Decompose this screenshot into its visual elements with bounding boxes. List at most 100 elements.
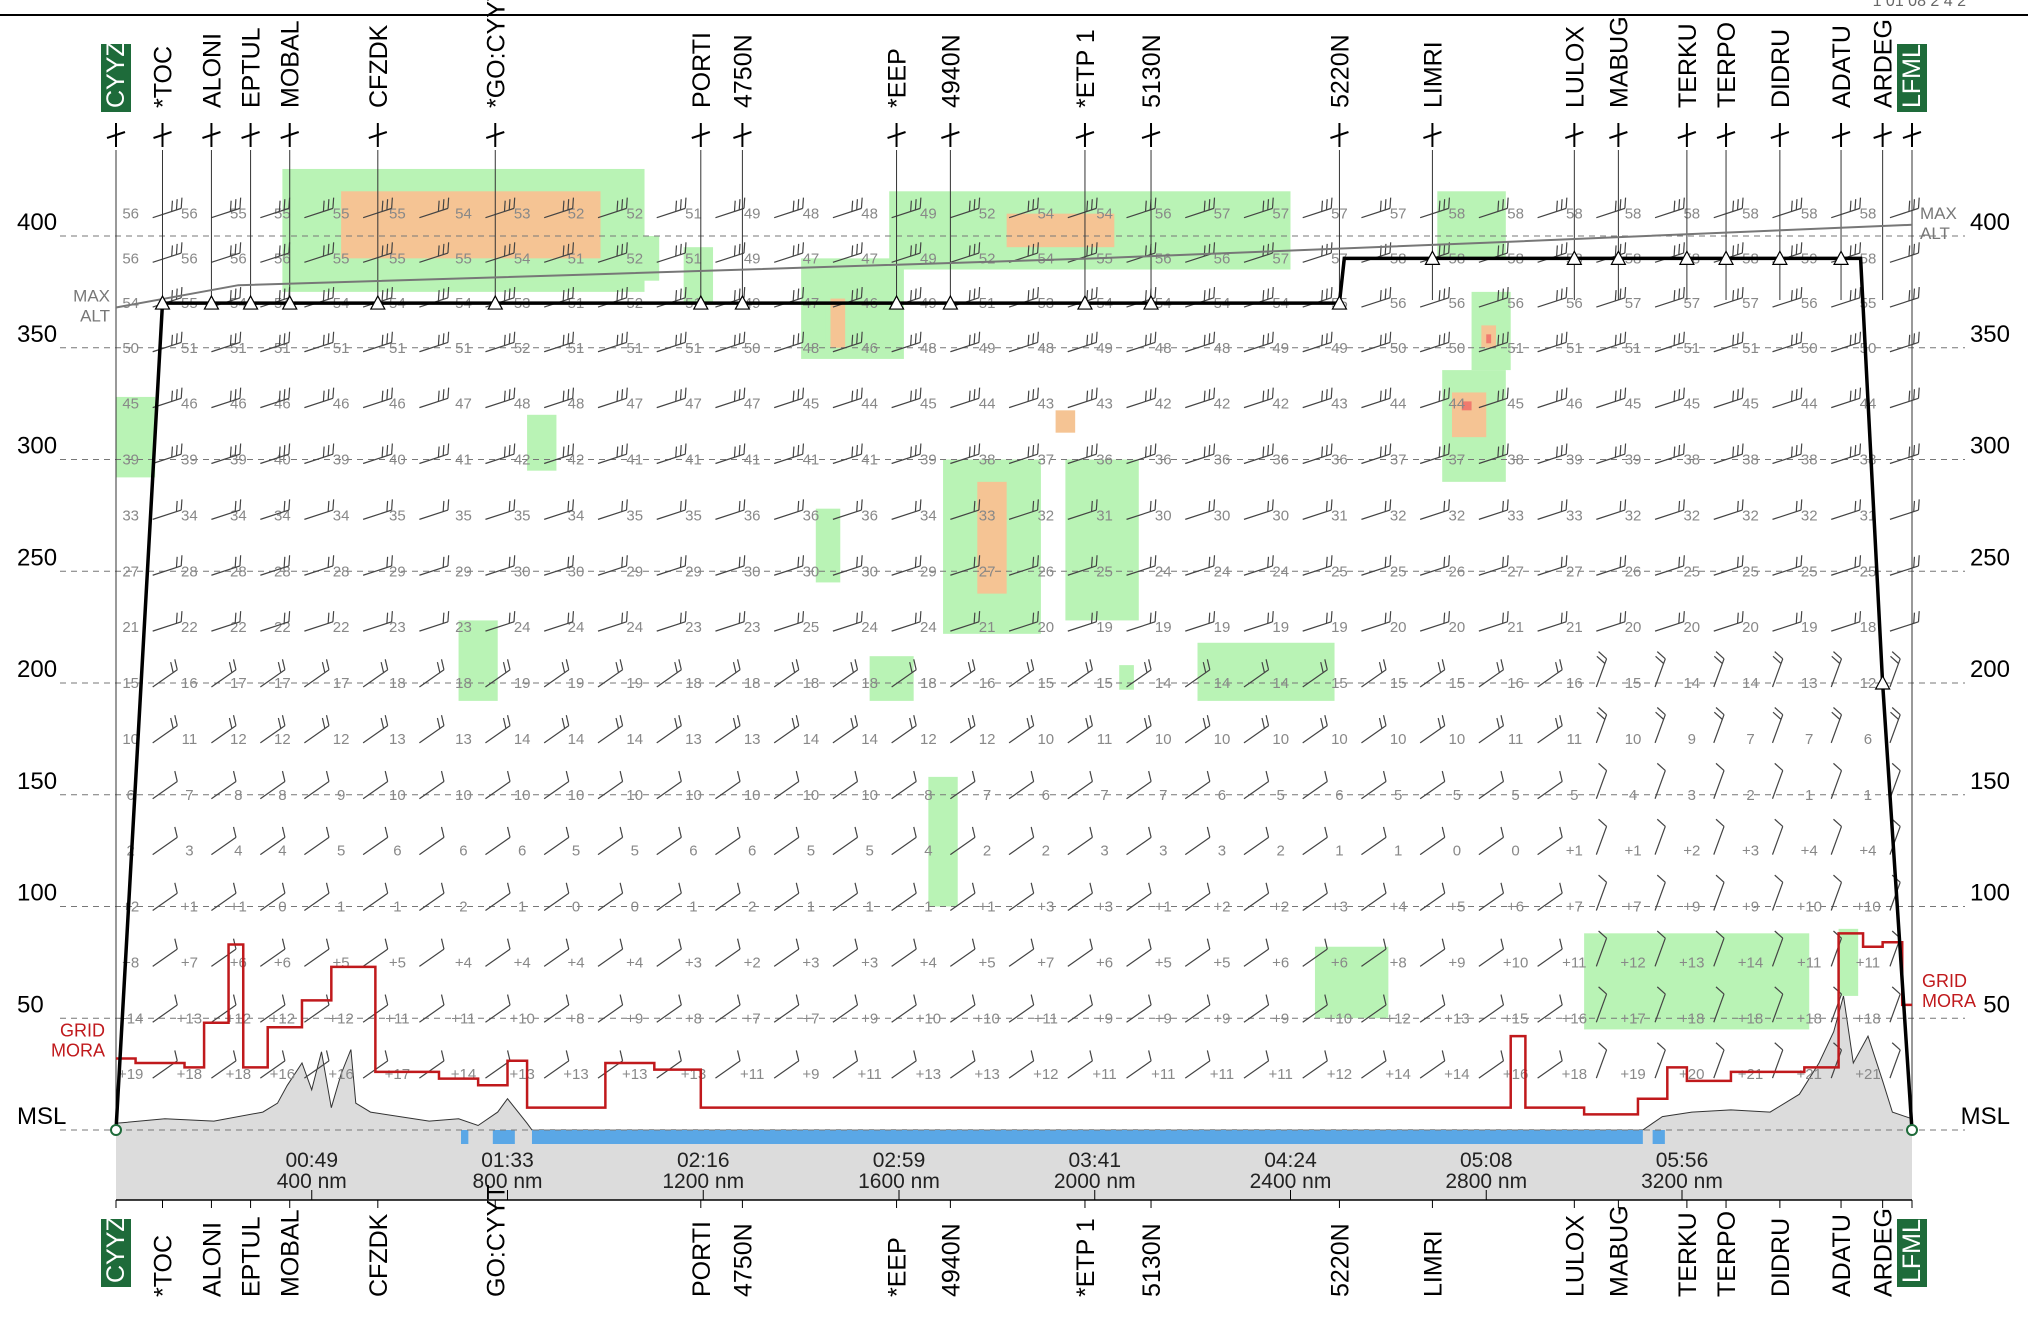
wind-barb [1822, 763, 1843, 798]
wind-barb [830, 611, 865, 631]
wind-barb [147, 715, 181, 743]
wind-barb [592, 939, 626, 967]
temperature-value: 51 [230, 340, 247, 357]
temperature-value: +9 [1155, 1010, 1172, 1027]
wind-barb [1121, 939, 1155, 967]
temperature-value: 1 [689, 899, 697, 916]
wind-barb [710, 939, 744, 967]
temperature-value: 22 [333, 619, 350, 636]
wind-barb [1065, 388, 1100, 408]
temperature-value: 28 [181, 563, 198, 580]
waypoint-label-top: 4940N [937, 34, 965, 108]
wind-barb [1473, 715, 1507, 743]
wind-barb [654, 388, 689, 408]
wind-barb [1358, 443, 1393, 463]
temperature-value: 55 [230, 206, 247, 223]
fl-label-left: 150 [17, 768, 57, 795]
aircraft-symbol [692, 123, 710, 147]
temperature-value: +5 [979, 954, 996, 971]
wind-barb [414, 1050, 448, 1078]
temperature-value: 39 [1625, 452, 1642, 469]
wind-barb [768, 995, 802, 1023]
wind-barb [1887, 443, 1922, 463]
wind-barb [1238, 827, 1272, 855]
wind-barb [1238, 883, 1272, 911]
temperature-value: +21 [1855, 1066, 1880, 1083]
wind-barb [1121, 715, 1155, 743]
wind-barb [416, 443, 451, 463]
turbulence-moderate-area [1056, 410, 1076, 432]
wind-barb [482, 332, 517, 352]
temperature-value: 6 [689, 843, 697, 860]
wind-barb [712, 388, 747, 408]
temperature-value: +5 [1448, 899, 1465, 916]
wind-barb [1300, 611, 1335, 631]
temperature-value: 47 [626, 396, 643, 413]
temperature-value: 29 [455, 563, 472, 580]
wind-barb [1182, 332, 1217, 352]
temperature-value: 13 [744, 731, 761, 748]
temperature-value: 44 [1390, 396, 1407, 413]
wind-barb [886, 827, 920, 855]
temperature-value: 6 [748, 843, 756, 860]
temperature-value: +13 [916, 1066, 941, 1083]
temperature-value: 24 [861, 619, 878, 636]
temperature-value: 1 [865, 899, 873, 916]
temperature-value: 20 [1683, 619, 1700, 636]
max-alt-label-right-1: MAX [1920, 204, 1957, 223]
wind-barb [1300, 242, 1335, 262]
temperature-value: 6 [1042, 787, 1050, 804]
wind-barb [712, 332, 747, 352]
wind-barb [768, 659, 802, 687]
airport-badge-top: LFML [1897, 44, 1927, 112]
waypoint-label-top: LIMRI [1419, 41, 1447, 108]
temperature-value: 2 [748, 899, 756, 916]
temperature-value: 35 [685, 507, 702, 524]
temperature-value: +6 [1096, 954, 1113, 971]
wind-barb [1535, 611, 1570, 631]
temperature-value: 10 [514, 787, 531, 804]
timeline-time: 01:33 [481, 1149, 534, 1172]
temperature-value: 10 [861, 787, 878, 804]
wind-barb [1476, 555, 1511, 575]
wind-barb [1532, 939, 1566, 967]
temperature-value: 5 [865, 843, 873, 860]
temperature-value: 28 [333, 563, 350, 580]
wind-barb [1535, 388, 1570, 408]
max-alt-label-left-2: ALT [80, 307, 110, 326]
fl-label-right: 150 [1970, 768, 2010, 795]
temperature-value: 51 [1507, 340, 1524, 357]
aircraft-symbol [1874, 123, 1892, 147]
wind-barb [1593, 287, 1628, 307]
wind-barb [947, 332, 982, 352]
temperature-value: 25 [1331, 563, 1348, 580]
temperature-value: 44 [1801, 396, 1818, 413]
temperature-value: 54 [1096, 206, 1113, 223]
wind-barb [1652, 332, 1687, 352]
wind-barb [1241, 499, 1276, 519]
temperature-value: 57 [1683, 295, 1700, 312]
temperature-value: +18 [1738, 1010, 1763, 1027]
temperature-value: 16 [1507, 675, 1524, 692]
temperature-value: +18 [1679, 1010, 1704, 1027]
temperature-value: 49 [920, 206, 937, 223]
temperature-value: +14 [1738, 954, 1763, 971]
wind-barb [150, 555, 185, 575]
temperature-value: 8 [278, 787, 286, 804]
temperature-value: 27 [1507, 563, 1524, 580]
temperature-value: +12 [1327, 1066, 1352, 1083]
wind-barb [654, 198, 689, 218]
temperature-value: +10 [974, 1010, 999, 1027]
temperature-value: 14 [1272, 675, 1289, 692]
wind-barb [1358, 611, 1393, 631]
temperature-value: 13 [1801, 675, 1818, 692]
fl-label-left: 300 [17, 433, 57, 460]
wind-barb [1535, 332, 1570, 352]
temperature-value: +11 [1562, 954, 1586, 971]
aircraft-symbol [1330, 123, 1348, 147]
temperature-value: +12 [1033, 1066, 1058, 1083]
temperature-value: +5 [1213, 954, 1230, 971]
temperature-value: 56 [1449, 295, 1466, 312]
wind-barb [1711, 443, 1746, 463]
